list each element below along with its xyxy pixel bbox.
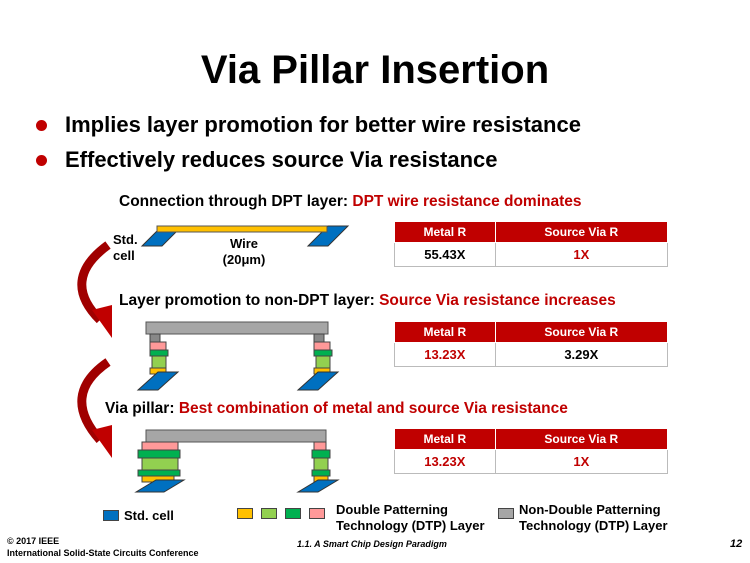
legend-std-cell: Std. cell [103,508,174,523]
section-2-heading: Layer promotion to non-DPT layer: Source… [119,292,616,309]
dpt-swatch [285,508,301,519]
legend-dpt-swatches [237,508,325,519]
slide-title: Via Pillar Insertion [200,48,550,92]
non-dpt-swatch [498,508,514,519]
dpt-swatch [261,508,277,519]
curved-arrow-icon [77,358,112,458]
section-3-heading: Via pillar: Best combination of metal an… [105,400,568,417]
dpt-swatch [237,508,253,519]
legend-non-dpt: Non-Double Patterning Technology (DTP) La… [519,502,668,533]
bullet-text: Implies layer promotion for better wire … [65,112,581,137]
bullet-2: Effectively reduces source Via resistanc… [36,147,498,173]
bullet-dot-icon [36,154,47,166]
std-cell-swatch [103,510,119,521]
promoted-wire-diagram [136,321,340,391]
section-1-heading: Connection through DPT layer: DPT wire r… [119,193,582,210]
resistance-table-3: Metal R Source Via R 13.23X 1X [394,428,669,474]
bullet-dot-icon [36,119,47,131]
dpt-swatch [309,508,325,519]
wire-label: Wire (20μm) [222,236,266,267]
resistance-table-2: Metal R Source Via R 13.23X 3.29X [394,321,669,367]
dpt-wire-diagram [140,225,350,247]
footer-copyright: © 2017 IEEE International Solid-State Cir… [7,536,199,558]
page-number: 12 [730,538,743,550]
legend-dpt: Double Patterning Technology (DTP) Layer [336,502,485,533]
curved-arrow-icon [77,241,112,338]
std-cell-label: Std. cell [113,232,138,263]
bullet-1: Implies layer promotion for better wire … [36,112,581,138]
bullet-text: Effectively reduces source Via resistanc… [65,147,498,172]
footer-session: 1.1. A Smart Chip Design Paradigm [297,539,447,549]
via-pillar-diagram [134,429,340,493]
resistance-table-1: Metal R Source Via R 55.43X 1X [394,221,669,267]
